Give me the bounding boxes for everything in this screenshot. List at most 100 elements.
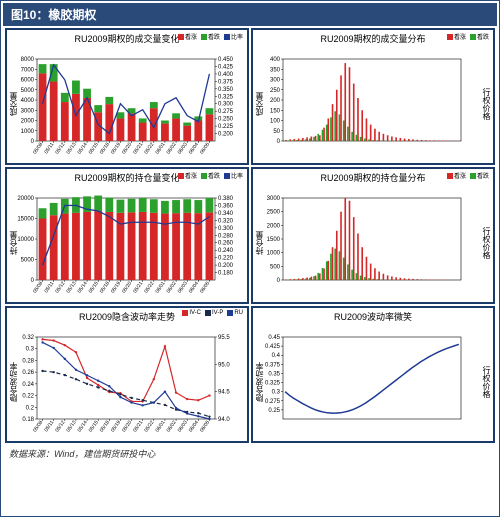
figure-header: 图10：橡胶期权 [3, 3, 497, 26]
chart-panel-p4: RU2009期权的持仓量分布看涨看跌0500100015002000250030… [251, 167, 495, 304]
svg-text:0.3: 0.3 [272, 390, 281, 396]
svg-text:0: 0 [277, 139, 281, 145]
svg-text:3000: 3000 [21, 108, 35, 114]
svg-text:0.2: 0.2 [26, 405, 35, 411]
figure-title: 图10：橡胶期权 [11, 8, 96, 22]
svg-text:06/04: 06/04 [188, 281, 200, 295]
svg-text:0.3: 0.3 [26, 347, 35, 353]
svg-text:0.220: 0.220 [218, 256, 234, 262]
svg-text:0.180: 0.180 [218, 271, 234, 277]
svg-text:06/03: 06/03 [177, 142, 189, 156]
svg-text:05/11: 05/11 [43, 142, 55, 156]
svg-text:05/21: 05/21 [132, 420, 144, 434]
svg-text:05/21: 05/21 [132, 142, 144, 156]
svg-text:05/21: 05/21 [132, 281, 144, 295]
svg-text:0.28: 0.28 [22, 358, 34, 364]
figure-container: 图10：橡胶期权 RU2009期权的成交量变化看涨看跌比率01000200030… [0, 0, 500, 517]
svg-text:05/14: 05/14 [77, 281, 89, 295]
svg-text:0.325: 0.325 [218, 94, 234, 100]
svg-text:06/01: 06/01 [154, 142, 166, 156]
svg-text:0.200: 0.200 [218, 132, 234, 138]
chart-panel-p2: RU2009期权的成交量分布看涨看跌0501001502002503003504… [251, 28, 495, 165]
svg-text:50: 50 [273, 129, 280, 135]
svg-text:0.350: 0.350 [218, 87, 234, 93]
svg-text:2000: 2000 [21, 119, 35, 125]
svg-text:06/05: 06/05 [199, 420, 211, 434]
svg-text:0.380: 0.380 [218, 196, 234, 202]
svg-text:06/01: 06/01 [154, 420, 166, 434]
svg-text:10000: 10000 [17, 237, 34, 243]
svg-text:2000: 2000 [267, 223, 281, 229]
svg-text:95.0: 95.0 [218, 362, 230, 368]
svg-text:05/13: 05/13 [65, 142, 77, 156]
svg-text:2500: 2500 [267, 210, 281, 216]
svg-text:0.400: 0.400 [218, 72, 234, 78]
legend: 看涨看跌 [447, 171, 489, 180]
svg-text:06/02: 06/02 [166, 420, 178, 434]
svg-text:1000: 1000 [267, 251, 281, 257]
svg-text:0.325: 0.325 [265, 381, 281, 387]
svg-text:05/19: 05/19 [110, 281, 122, 295]
svg-text:0.32: 0.32 [22, 335, 34, 341]
chart-panel-p3: RU2009期权的持仓量变化看涨看跌比率05000100001500020000… [5, 167, 249, 304]
svg-text:0.4: 0.4 [272, 353, 281, 359]
svg-text:94.5: 94.5 [218, 390, 230, 396]
svg-text:0.360: 0.360 [218, 203, 234, 209]
svg-text:05/18: 05/18 [99, 142, 111, 156]
legend: 看涨看跌 [447, 32, 489, 41]
svg-text:0.260: 0.260 [218, 241, 234, 247]
svg-text:05/19: 05/19 [110, 142, 122, 156]
svg-text:0.35: 0.35 [268, 371, 280, 377]
svg-text:05/22: 05/22 [143, 420, 155, 434]
svg-text:95.5: 95.5 [218, 335, 230, 341]
svg-text:0: 0 [31, 139, 35, 145]
svg-text:0.22: 0.22 [22, 394, 34, 400]
svg-text:0.300: 0.300 [218, 226, 234, 232]
svg-text:05/11: 05/11 [43, 420, 55, 434]
svg-text:06/03: 06/03 [177, 420, 189, 434]
svg-text:05/18: 05/18 [99, 281, 111, 295]
y-axis-label: 成交量 [254, 92, 265, 116]
svg-text:05/20: 05/20 [121, 142, 133, 156]
legend: 看涨看跌比率 [178, 171, 243, 180]
svg-text:8000: 8000 [21, 57, 35, 63]
svg-text:05/13: 05/13 [65, 281, 77, 295]
svg-text:06/03: 06/03 [177, 281, 189, 295]
chart-grid: RU2009期权的成交量变化看涨看跌比率01000200030004000500… [3, 26, 497, 445]
svg-text:0.26: 0.26 [22, 370, 34, 376]
svg-text:7000: 7000 [21, 67, 35, 73]
svg-text:20000: 20000 [17, 196, 34, 202]
svg-text:0.300: 0.300 [218, 102, 234, 108]
chart-svg: 0100020003000400050006000700080000.2000.… [7, 45, 243, 163]
svg-text:94.0: 94.0 [218, 417, 230, 423]
svg-text:0.280: 0.280 [218, 233, 234, 239]
svg-text:0.375: 0.375 [218, 79, 234, 85]
svg-text:0.425: 0.425 [265, 344, 281, 350]
svg-text:5000: 5000 [21, 258, 35, 264]
y2-axis-label: 行权价格 [481, 366, 492, 398]
svg-text:150: 150 [270, 108, 281, 114]
svg-text:300: 300 [270, 78, 281, 84]
svg-text:05/15: 05/15 [88, 420, 100, 434]
svg-text:0.425: 0.425 [218, 64, 234, 70]
svg-text:5000: 5000 [21, 88, 35, 94]
svg-text:500: 500 [270, 264, 281, 270]
svg-text:06/05: 06/05 [199, 281, 211, 295]
svg-text:05/12: 05/12 [54, 420, 66, 434]
chart-svg: 0.180.20.220.240.260.280.30.3294.094.595… [7, 323, 243, 441]
svg-text:1500: 1500 [267, 237, 281, 243]
svg-text:0.25: 0.25 [268, 408, 280, 414]
chart-svg: 050100150200250300350400 [253, 45, 489, 163]
svg-text:0.18: 0.18 [22, 417, 34, 423]
chart-body: 0100020003000400050006000700080000.2000.… [7, 45, 247, 163]
svg-text:0.450: 0.450 [218, 57, 234, 63]
chart-body: 0.250.2750.30.3250.350.3750.40.4250.45隐含… [253, 323, 493, 441]
svg-text:400: 400 [270, 57, 281, 63]
chart-svg: 050001000015000200000.1800.2000.2200.240… [7, 184, 243, 302]
y2-axis-label: 行权价格 [481, 88, 492, 120]
svg-text:05/20: 05/20 [121, 420, 133, 434]
svg-text:0.250: 0.250 [218, 117, 234, 123]
svg-text:05/13: 05/13 [65, 420, 77, 434]
svg-text:0.240: 0.240 [218, 248, 234, 254]
y-axis-label: 隐含波动率 [8, 362, 19, 402]
